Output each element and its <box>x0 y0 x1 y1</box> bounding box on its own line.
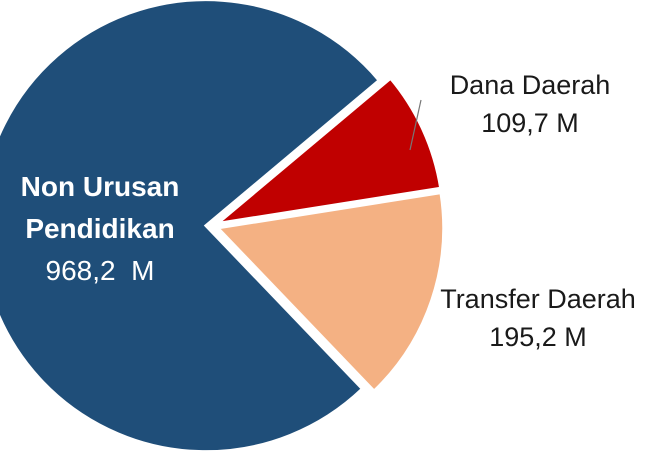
pie-slice <box>212 76 443 226</box>
slice-label: Transfer Daerah 195,2 M <box>408 280 656 356</box>
leader-line <box>409 99 422 151</box>
slice-label: Non Urusan Pendidikan 968,2 M <box>0 166 200 292</box>
pie-slice <box>0 0 380 452</box>
slice-label: Dana Daerah 109,7 M <box>405 66 655 142</box>
value-label: 968,2 M <box>45 255 155 286</box>
value-label: 109,7 M <box>481 108 579 138</box>
pie-slice <box>214 190 446 394</box>
category-label: Transfer Daerah <box>440 284 636 314</box>
category-label: Non Urusan Pendidikan <box>20 171 180 244</box>
value-label: 195,2 M <box>489 322 587 352</box>
category-label: Dana Daerah <box>449 70 611 100</box>
